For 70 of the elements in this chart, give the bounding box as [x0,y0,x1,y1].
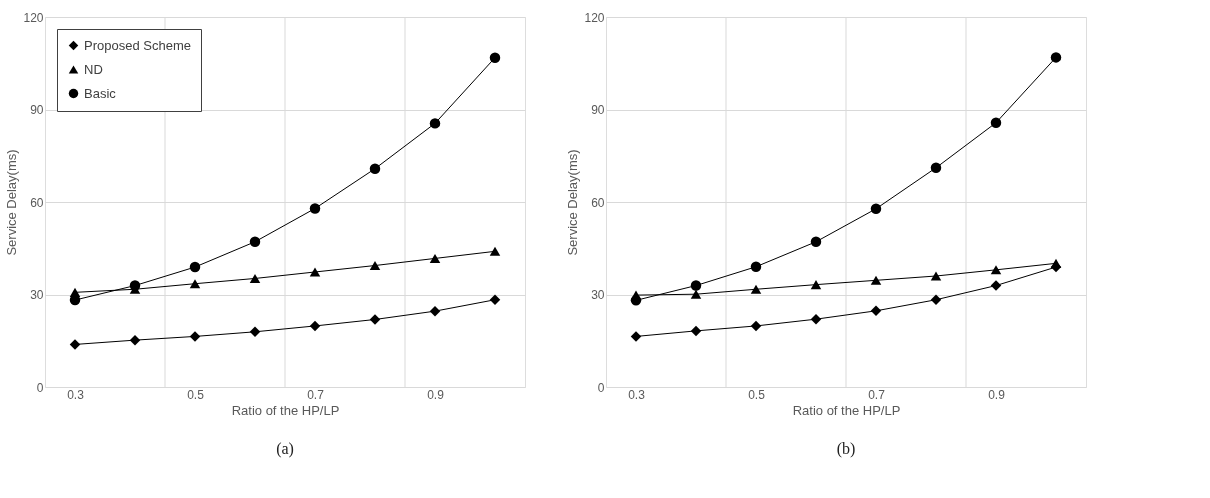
point [990,265,1002,275]
point [810,313,822,325]
point [309,320,321,332]
point [249,273,261,284]
point [630,331,642,342]
y-tick-label: 30 [30,288,44,302]
point [810,236,822,248]
point [489,246,501,256]
point [870,203,882,215]
point [129,334,141,346]
x-tick-label: 0.3 [67,387,85,402]
point [189,261,201,273]
point [930,162,942,174]
y-tick-label: 90 [591,103,605,117]
point [690,280,702,291]
legend-label: ND [84,61,103,77]
text: (b) [836,440,856,458]
point [750,320,762,332]
point [930,271,942,281]
y-tick-label: 60 [591,195,605,210]
x-tick-label: 0.9 [427,387,445,402]
point [489,294,501,305]
point [870,305,882,317]
x-axis-title: Ratio of the HP/LP [231,402,340,418]
point [690,289,702,299]
text: (a) [276,440,294,458]
point [1050,258,1062,268]
point [429,253,441,263]
point [750,284,762,294]
x-tick-label: 0.5 [187,387,205,402]
point [69,339,81,350]
point [870,275,882,285]
y-tick-label: 120 [584,10,605,25]
point [489,52,501,63]
point [990,117,1002,128]
point [249,326,261,338]
point [810,280,822,290]
y-tick-label: 0 [597,380,605,395]
y-tick-label: 60 [30,195,44,210]
legend-label: Basic [84,85,117,101]
point [750,261,762,272]
x-axis-title: Ratio of the HP/LP [792,402,901,418]
y-axis-title: Service Delay(ms) [565,149,581,256]
point [189,279,201,289]
y-tick-label: 30 [591,288,605,302]
point [369,314,381,325]
point [309,203,321,214]
x-tick-label: 0.9 [988,387,1006,402]
point [1050,52,1062,63]
point [930,294,942,305]
point [129,280,141,291]
point [429,118,441,129]
x-tick-label: 0.3 [628,387,646,402]
x-tick-label: 0.7 [307,387,325,402]
point [429,305,441,317]
point [189,331,201,342]
point [309,267,321,277]
x-tick-label: 0.7 [868,387,886,402]
y-axis-title: Service Delay(ms) [4,149,20,256]
point [990,280,1002,291]
y-tick-label: 90 [30,103,44,117]
point [690,325,702,337]
x-tick-label: 0.5 [748,387,766,402]
legend-label: Proposed Scheme [84,37,191,53]
point [249,236,261,248]
point [369,260,381,271]
point [630,295,642,306]
y-tick-label: 0 [36,380,44,395]
y-tick-label: 120 [23,10,44,25]
point [369,163,381,174]
